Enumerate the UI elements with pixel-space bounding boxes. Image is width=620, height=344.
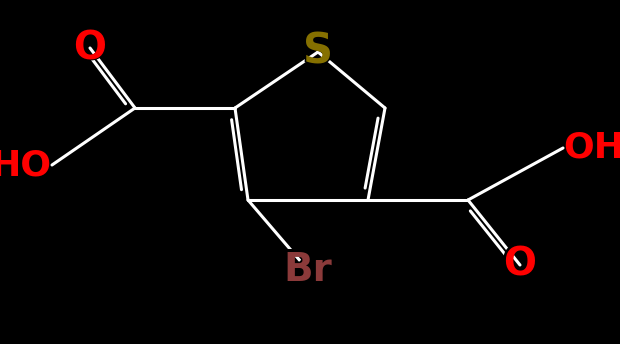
Text: S: S (301, 30, 335, 75)
Text: O: O (501, 244, 539, 287)
Text: O: O (71, 26, 109, 69)
Text: Br: Br (283, 251, 332, 289)
Text: HO: HO (0, 148, 52, 182)
Text: O: O (503, 246, 536, 284)
Text: Br: Br (280, 248, 336, 291)
Text: HO: HO (0, 144, 52, 186)
Text: O: O (74, 29, 107, 67)
Text: OH: OH (563, 127, 620, 169)
Text: OH: OH (563, 131, 620, 165)
Text: S: S (303, 31, 333, 73)
